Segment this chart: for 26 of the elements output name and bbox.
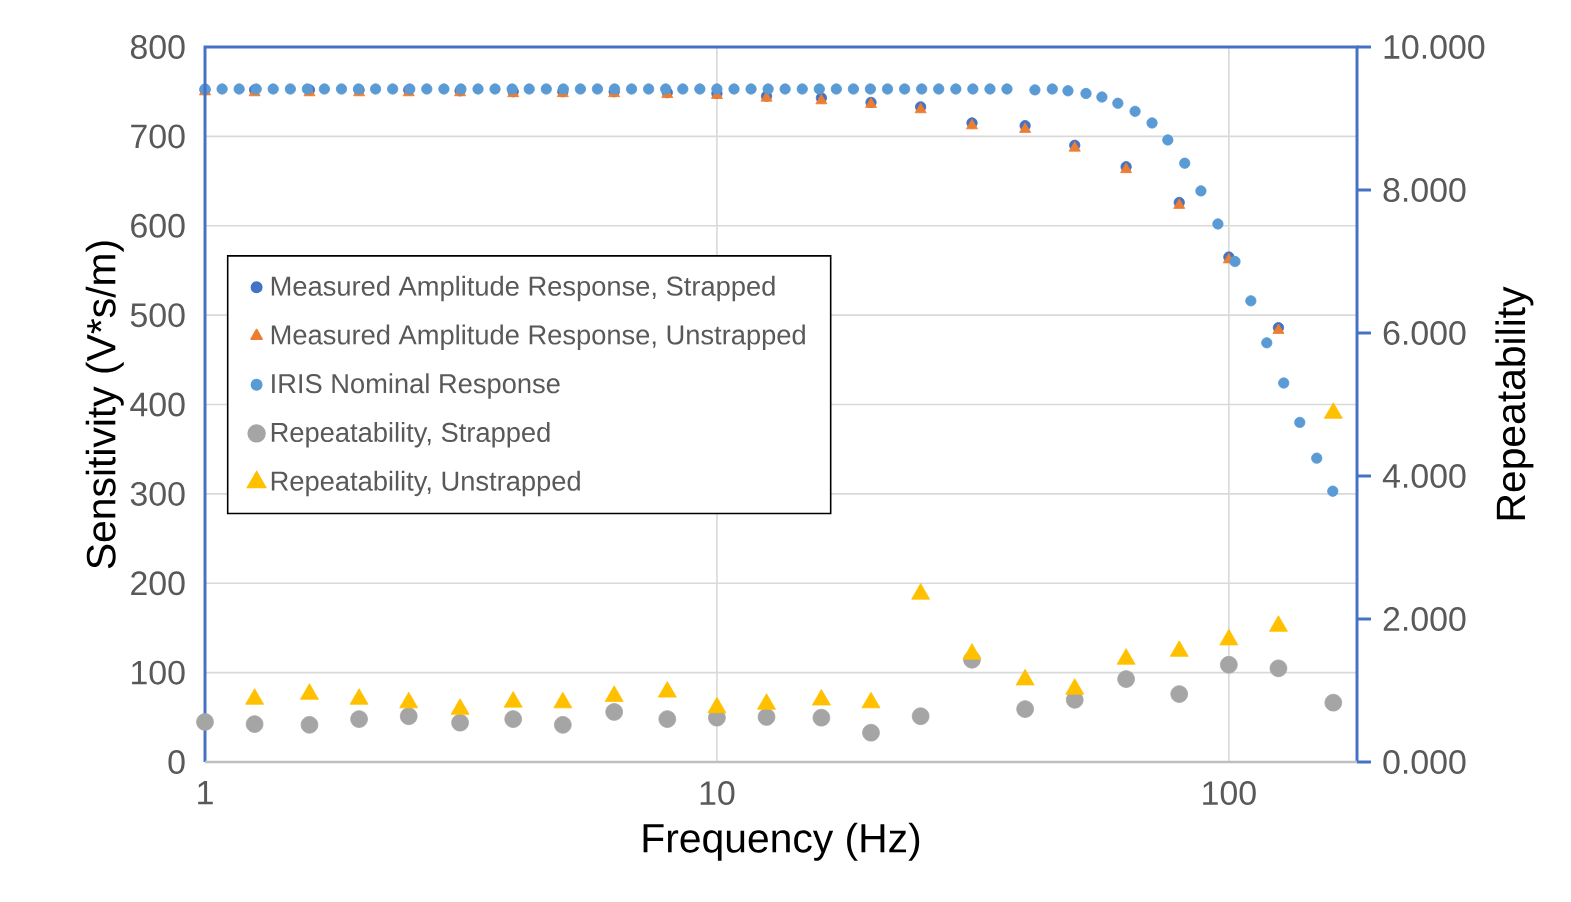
y2-tick-label: 6.000 (1383, 321, 1466, 345)
y-tick-label: 800 (130, 35, 185, 59)
y2-tick-label: 10.000 (1384, 35, 1485, 59)
y-tick-label: 600 (131, 213, 185, 238)
x-axis-title: Frequency (Hz) (643, 822, 920, 861)
y-tick-label: 300 (130, 481, 185, 506)
legend-label: Repeatability, Strapped (271, 422, 550, 448)
x-tick-label: 100 (1203, 781, 1256, 806)
y-tick-label: 700 (131, 124, 185, 149)
y2-tick-label: 2.000 (1383, 607, 1466, 631)
legend-label: IRIS Nominal Response (272, 373, 560, 399)
y-tick-label: 500 (130, 303, 185, 328)
y2-tick-label: 4.000 (1382, 464, 1466, 488)
y-tick-label: 400 (130, 392, 185, 417)
x-tick-label: 10 (700, 781, 735, 806)
y2-axis-title: Repeatability (1495, 286, 1534, 520)
y-tick-label: 0 (168, 750, 185, 774)
y2-tick-label: 0.000 (1383, 750, 1466, 774)
legend-label: Repeatability, Unstrapped (271, 470, 580, 497)
y-tick-label: 100 (132, 660, 185, 685)
x-tick-label: 1 (198, 781, 213, 805)
legend-label: Measured Amplitude Response, Strapped (271, 275, 775, 302)
y2-tick-label: 8.000 (1383, 178, 1466, 202)
legend-label: Measured Amplitude Response, Unstrapped (271, 324, 805, 350)
y-tick-label: 200 (131, 571, 185, 596)
y-axis-title: Sensitivity (V*s/m) (85, 241, 124, 569)
